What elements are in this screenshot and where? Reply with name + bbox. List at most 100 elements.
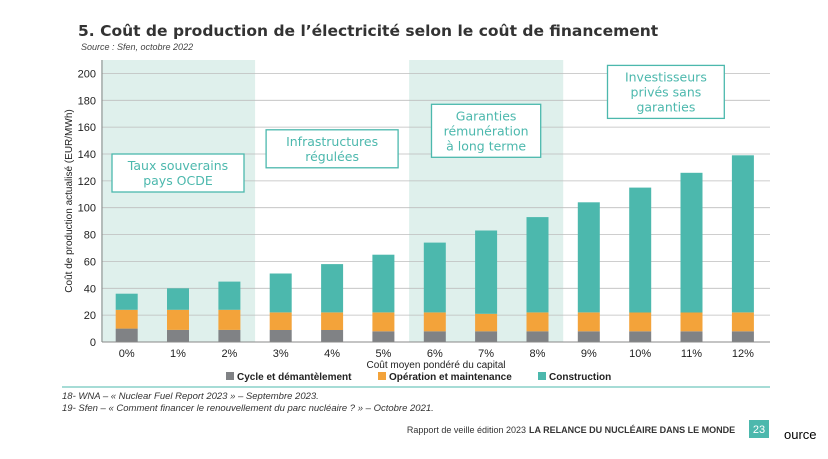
bar-segment-0-4: [321, 329, 344, 342]
band-label-text: Garanties: [456, 108, 517, 123]
bar-segment-2-1: [167, 288, 189, 310]
x-tick-label: 9%: [581, 348, 597, 360]
band-label-text: Infrastructures: [286, 134, 378, 149]
legend: Cycle et démantèlement Opération et maint…: [226, 372, 611, 383]
bar-segment-1-4: [321, 312, 344, 330]
footer-report-title: LA RELANCE DU NUCLÉAIRE DANS LE MONDE: [529, 425, 735, 435]
y-tick-label: 140: [78, 149, 96, 161]
band-label-text: Investisseurs: [625, 69, 707, 84]
bar-segment-0-2: [218, 329, 241, 342]
bar-segment-0-5: [372, 331, 395, 342]
band-label-text: rémunération: [444, 123, 529, 138]
bar-segment-0-11: [680, 331, 703, 342]
footnote-19: 19- Sfen – « Comment financer le renouve…: [62, 403, 434, 414]
bar-segment-2-9: [577, 202, 600, 313]
bar-segment-1-11: [680, 312, 703, 332]
y-tick-label: 20: [84, 310, 96, 322]
chart-title: 5. Coût de production de l’électricité s…: [78, 22, 659, 40]
bar-segment-1-12: [731, 312, 754, 332]
legend-swatch-1: [378, 372, 386, 380]
bar-segment-2-12: [731, 155, 754, 313]
bar-segment-2-6: [423, 242, 446, 313]
x-tick-label: 11%: [681, 348, 702, 360]
bar-segment-2-0: [115, 293, 138, 310]
bar-segment-1-6: [423, 312, 446, 332]
bar-segment-0-12: [731, 331, 754, 342]
bar-segment-2-2: [218, 281, 241, 310]
bar-segment-0-1: [167, 329, 189, 342]
band-label-box-1: [265, 129, 399, 169]
band-label-text: Taux souverains: [127, 158, 228, 173]
bar-segment-0-9: [577, 331, 600, 342]
band-label-text: garanties: [636, 99, 695, 114]
legend-label: Opération et maintenance: [389, 372, 512, 383]
legend-label: Construction: [549, 372, 611, 383]
band-label-text: à long terme: [446, 138, 526, 153]
bar-segment-2-11: [680, 172, 703, 313]
x-tick-label: 4%: [324, 348, 340, 360]
band-label-box-2: [430, 103, 542, 158]
y-tick-label: 40: [84, 283, 96, 295]
band-label-text: pays OCDE: [143, 173, 213, 188]
x-tick-label: 0%: [119, 348, 135, 360]
bar-segment-2-8: [526, 217, 549, 313]
bar-segment-1-10: [629, 312, 652, 332]
band-label-box-0: [111, 153, 245, 193]
x-tick-label: 5%: [375, 348, 391, 360]
legend-swatch-0: [226, 372, 234, 380]
x-tick-label: 1%: [170, 348, 186, 360]
bar-segment-2-3: [269, 273, 292, 313]
x-tick-label: 10%: [629, 348, 651, 360]
legend-label: Cycle et démantèlement: [237, 372, 352, 383]
page-number-badge: [749, 420, 769, 438]
footnote-18: 18- WNA – « Nuclear Fuel Report 2023 » –…: [62, 391, 319, 402]
bar-segment-2-4: [321, 264, 344, 313]
y-tick-label: 80: [84, 230, 96, 242]
x-tick-label: 7%: [478, 348, 494, 360]
bar-segment-1-8: [526, 312, 549, 332]
y-tick-label: 120: [78, 176, 96, 188]
y-tick-label: 200: [78, 68, 96, 80]
bars: [115, 155, 754, 342]
bar-segment-0-0: [115, 328, 138, 342]
chart-source: Source : Sfen, octobre 2022: [81, 42, 193, 52]
y-tick-label: 100: [78, 203, 96, 215]
bar-segment-1-5: [372, 312, 395, 332]
legend-swatch-2: [538, 372, 546, 380]
x-axis-label: Coût moyen pondéré du capital: [367, 360, 506, 371]
y-axis-label: Coût de production actualisé (EUR/MWh): [64, 109, 75, 292]
footer-report-label: Rapport de veille édition 2023: [407, 425, 526, 435]
band-label-text: privés sans: [631, 84, 702, 99]
x-tick-label: 3%: [273, 348, 289, 360]
band-label-text: régulées: [305, 149, 359, 164]
bar-segment-1-7: [475, 313, 498, 332]
bar-segment-2-7: [475, 230, 498, 314]
y-tick-label: 180: [78, 95, 96, 107]
bar-segment-1-2: [218, 309, 241, 330]
page-number: 23: [753, 424, 765, 436]
bar-segment-0-8: [526, 331, 549, 342]
x-tick-label: 12%: [732, 348, 754, 360]
edge-text-fragment: ource: [784, 427, 817, 442]
bar-segment-2-10: [629, 187, 652, 313]
x-tick-labels: 0% 1% 2% 3% 4% 5% 6% 7% 8% 9% 10% 11% 12%: [119, 348, 754, 360]
bar-segment-1-9: [577, 312, 600, 332]
y-tick-label: 60: [84, 256, 96, 268]
y-tick-label: 160: [78, 122, 96, 134]
x-tick-label: 2%: [221, 348, 237, 360]
bar-segment-0-10: [629, 331, 652, 342]
bar-segment-1-1: [167, 309, 189, 330]
x-tick-label: 6%: [427, 348, 443, 360]
bar-segment-0-6: [423, 331, 446, 342]
y-tick-label: 0: [90, 337, 96, 349]
bar-segment-0-3: [269, 329, 292, 342]
bar-segment-1-3: [269, 312, 292, 330]
bar-segment-2-5: [372, 254, 395, 313]
axes: [101, 60, 770, 343]
x-tick-label: 8%: [530, 348, 546, 360]
band-label-box-3: [606, 64, 725, 120]
bar-segment-1-0: [115, 309, 138, 329]
bar-segment-0-7: [475, 331, 498, 342]
